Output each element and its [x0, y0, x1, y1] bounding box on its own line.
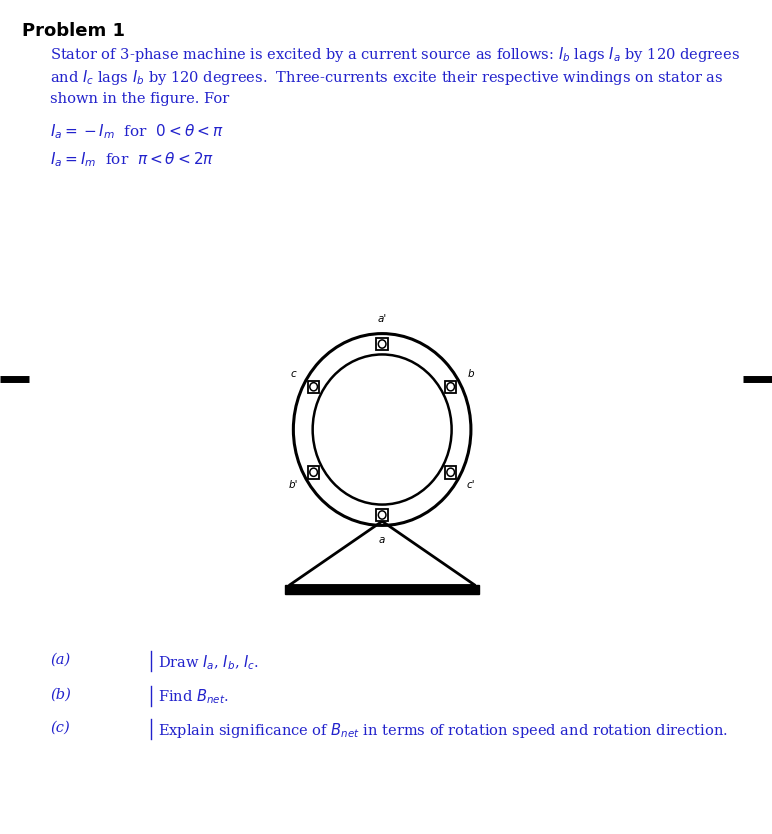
- FancyBboxPatch shape: [285, 585, 479, 594]
- FancyBboxPatch shape: [377, 338, 388, 350]
- Circle shape: [310, 383, 317, 391]
- Text: a: a: [379, 535, 385, 545]
- Text: shown in the figure. For: shown in the figure. For: [50, 92, 229, 106]
- Text: Stator of 3-phase machine is excited by a current source as follows: $I_b$ lags : Stator of 3-phase machine is excited by …: [50, 45, 740, 64]
- Text: and $I_c$ lags $I_b$ by 120 degrees.  Three-currents excite their respective win: and $I_c$ lags $I_b$ by 120 degrees. Thr…: [50, 68, 723, 88]
- Text: Problem 1: Problem 1: [22, 22, 124, 40]
- Text: Explain significance of $B_{net}$ in terms of rotation speed and rotation direct: Explain significance of $B_{net}$ in ter…: [158, 721, 728, 740]
- FancyBboxPatch shape: [308, 380, 320, 393]
- FancyBboxPatch shape: [377, 509, 388, 521]
- Circle shape: [378, 511, 386, 519]
- Text: c': c': [467, 480, 476, 490]
- Circle shape: [447, 468, 455, 476]
- FancyBboxPatch shape: [445, 466, 456, 479]
- Text: (c): (c): [50, 721, 70, 735]
- Text: $I_a = I_m$  for  $\pi < \theta < 2\pi$: $I_a = I_m$ for $\pi < \theta < 2\pi$: [50, 150, 215, 168]
- Circle shape: [378, 340, 386, 348]
- Text: b: b: [468, 369, 474, 379]
- Text: (b): (b): [50, 687, 71, 701]
- Text: Find $B_{net}$.: Find $B_{net}$.: [158, 687, 229, 706]
- Text: (a): (a): [50, 653, 70, 667]
- Text: Draw $I_a$, $I_b$, $I_c$.: Draw $I_a$, $I_b$, $I_c$.: [158, 653, 259, 671]
- Circle shape: [310, 468, 317, 476]
- Circle shape: [447, 383, 455, 391]
- Text: $I_a = -I_m$  for  $0 < \theta < \pi$: $I_a = -I_m$ for $0 < \theta < \pi$: [50, 123, 224, 141]
- FancyBboxPatch shape: [445, 380, 456, 393]
- Text: a': a': [378, 314, 387, 324]
- Text: c: c: [290, 369, 296, 379]
- Text: b': b': [289, 480, 298, 490]
- FancyBboxPatch shape: [308, 466, 320, 479]
